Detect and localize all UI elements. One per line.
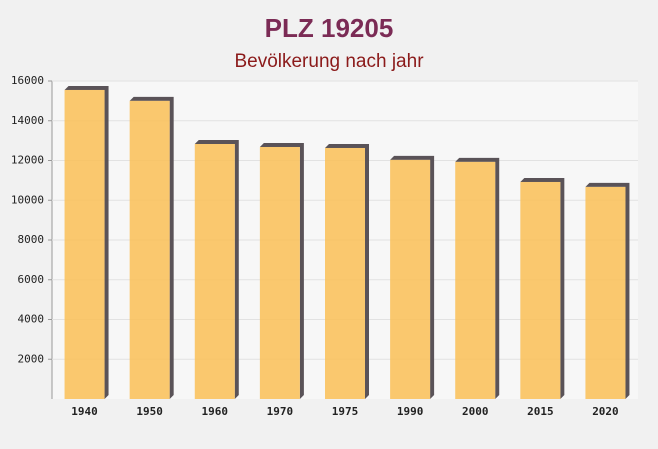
y-tick-label: 8000 bbox=[18, 233, 45, 246]
bar bbox=[455, 161, 496, 399]
x-tick-label: 1960 bbox=[202, 405, 229, 418]
x-tick-label: 2020 bbox=[592, 405, 619, 418]
bar bbox=[64, 89, 105, 399]
y-tick-label: 10000 bbox=[11, 193, 44, 206]
y-tick-label: 12000 bbox=[11, 154, 44, 167]
y-tick-label: 4000 bbox=[18, 313, 45, 326]
x-tick-label: 1950 bbox=[136, 405, 163, 418]
y-tick-label: 2000 bbox=[18, 352, 45, 365]
chart-title: PLZ 19205 bbox=[265, 13, 394, 43]
bar bbox=[520, 181, 561, 399]
bar bbox=[325, 147, 365, 399]
chart-subtitle: Bevölkerung nach jahr bbox=[234, 51, 424, 72]
x-tick-label: 1990 bbox=[397, 405, 424, 418]
bar bbox=[585, 186, 626, 399]
bar bbox=[390, 159, 431, 399]
x-tick-label: 1975 bbox=[332, 405, 359, 418]
y-tick-label: 6000 bbox=[18, 273, 45, 286]
x-tick-label: 2000 bbox=[462, 405, 489, 418]
x-tick-label: 1970 bbox=[267, 405, 294, 418]
x-tick-label: 1940 bbox=[71, 405, 98, 418]
bar bbox=[259, 146, 300, 399]
x-tick-label: 2015 bbox=[527, 405, 554, 418]
y-tick-label: 14000 bbox=[11, 114, 44, 127]
bar bbox=[129, 100, 170, 399]
y-tick-label: 16000 bbox=[11, 74, 44, 87]
bar bbox=[194, 144, 235, 399]
